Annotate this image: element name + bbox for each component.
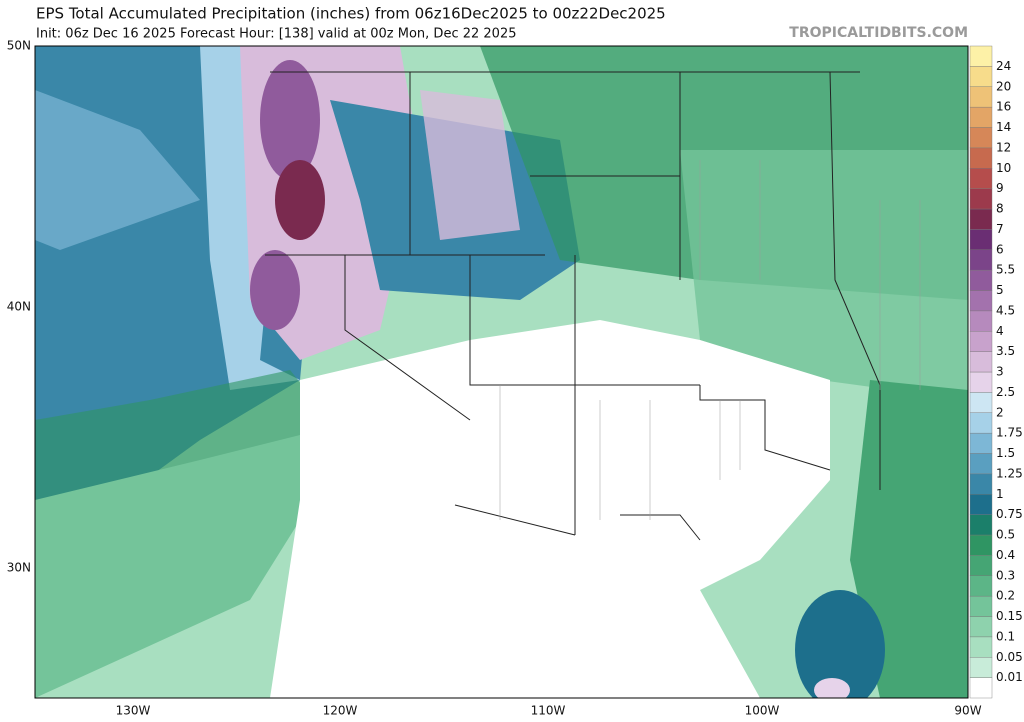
colorbar-label: 1.5: [996, 446, 1015, 460]
colorbar-swatch: [969, 290, 993, 312]
colorbar-label: 9: [996, 181, 1004, 195]
lat-label: 50N: [7, 39, 31, 53]
colorbar-swatch: [969, 636, 993, 658]
lon-label: 110W: [531, 704, 566, 718]
colorbar-swatch: [969, 249, 993, 271]
colorbar-label: 0.1: [996, 629, 1015, 643]
colorbar-label: 5.5: [996, 263, 1015, 277]
colorbar-label: 24: [996, 59, 1011, 73]
colorbar-label: 2: [996, 405, 1004, 419]
colorbar-label: 0.05: [996, 650, 1023, 664]
subtitle: Init: 06z Dec 16 2025 Forecast Hour: [13…: [36, 27, 516, 42]
colorbar-swatch: [969, 595, 993, 617]
colorbar-label: 0.5: [996, 528, 1015, 542]
colorbar-label: 1.75: [996, 426, 1023, 440]
colorbar-label: 4: [996, 324, 1004, 338]
colorbar-label: 10: [996, 161, 1011, 175]
colorbar-label: 14: [996, 120, 1011, 134]
colorbar-swatch: [969, 147, 993, 169]
colorbar-swatch: [969, 534, 993, 556]
colorbar-label: 0.3: [996, 568, 1015, 582]
colorbar-swatch: [969, 229, 993, 250]
colorbar-label: 5: [996, 283, 1004, 297]
colorbar-swatch: [969, 473, 993, 495]
colorbar-label: 3: [996, 365, 1004, 379]
colorbar-swatch: [969, 514, 993, 536]
colorbar-label: 1.25: [996, 466, 1023, 480]
title: EPS Total Accumulated Precipitation (inc…: [36, 5, 666, 23]
colorbar-label: 0.2: [996, 589, 1015, 603]
colorbar-label: 12: [996, 140, 1011, 154]
colorbar-swatch: [969, 188, 993, 210]
lon-label: 100W: [745, 704, 780, 718]
watermark: TROPICALTIDBITS.COM: [789, 25, 968, 41]
colorbar-label: 1: [996, 487, 1004, 501]
lat-label: 40N: [7, 300, 31, 314]
colorbar-label: 3.5: [996, 344, 1015, 358]
colorbar-swatch: [969, 494, 993, 515]
colorbar-swatch: [969, 371, 993, 393]
colorbar-swatch: [969, 208, 993, 230]
colorbar-label: 6: [996, 242, 1004, 256]
colorbar-swatch: [969, 86, 993, 108]
map: [34, 45, 969, 699]
colorbar-swatch: [969, 616, 993, 638]
colorbar-swatch: [969, 555, 993, 576]
colorbar-label: 0.75: [996, 507, 1023, 521]
colorbar-swatch: [969, 677, 993, 699]
colorbar-swatch: [969, 392, 993, 413]
lon-label: 90W: [954, 704, 981, 718]
colorbar-label: 0.4: [996, 548, 1015, 562]
colorbar-label: 20: [996, 79, 1011, 93]
colorbar-swatch: [969, 331, 993, 352]
colorbar-swatch: [969, 351, 993, 373]
colorbar-swatch: [969, 412, 993, 434]
colorbar-swatch: [969, 45, 993, 67]
colorbar-swatch: [969, 269, 993, 291]
colorbar-swatch: [969, 432, 993, 454]
lat-label: 30N: [7, 561, 31, 575]
lon-label: 120W: [323, 704, 358, 718]
colorbar-swatch: [969, 127, 993, 149]
lon-label: 130W: [116, 704, 151, 718]
colorbar-swatch: [969, 453, 993, 475]
colorbar-swatch: [969, 106, 993, 128]
colorbar-label: 16: [996, 100, 1011, 114]
colorbar-label: 0.15: [996, 609, 1023, 623]
colorbar-label: 2.5: [996, 385, 1015, 399]
colorbar-label: 7: [996, 222, 1004, 236]
colorbar-label: 0.01: [996, 670, 1023, 684]
colorbar-label: 8: [996, 202, 1004, 216]
colorbar-swatch: [969, 310, 993, 332]
colorbar-swatch: [969, 168, 993, 189]
colorbar-label: 4.5: [996, 303, 1015, 317]
colorbar-swatch: [969, 575, 993, 597]
colorbar-swatch: [969, 657, 993, 678]
colorbar-swatch: [969, 66, 993, 87]
